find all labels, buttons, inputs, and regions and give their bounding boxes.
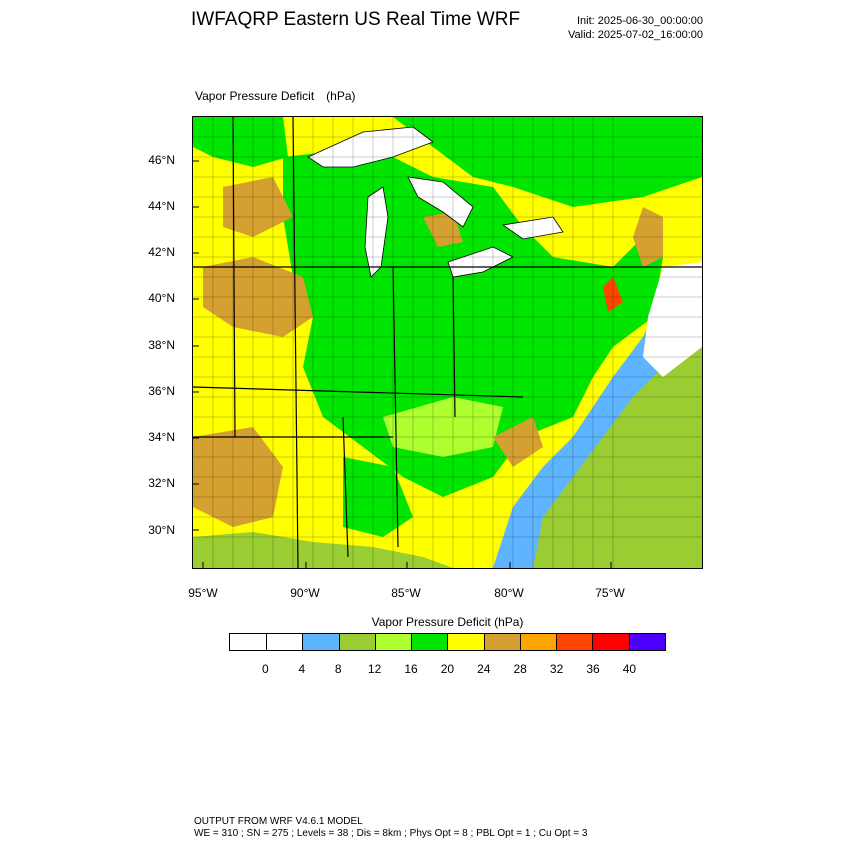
- lat-label-36: 36°N: [148, 384, 175, 398]
- colorbar-tick-label: 12: [367, 662, 382, 676]
- model-info: OUTPUT FROM WRF V4.6.1 MODEL WE = 310 ; …: [194, 816, 587, 840]
- colorbar-tick-label: 0: [262, 662, 269, 676]
- run-times: Init: 2025-06-30_00:00:00 Valid: 2025-07…: [568, 14, 703, 42]
- colorbar-box: [483, 634, 520, 650]
- colorbar-tick-label: 36: [586, 662, 600, 676]
- colorbar-tick-label: 8: [334, 662, 342, 676]
- hotspot-north: [223, 177, 293, 237]
- lat-label-34: 34°N: [148, 430, 175, 444]
- canada-green: [393, 117, 702, 207]
- colorbar-tick-label: 40: [622, 662, 637, 676]
- colorbar: [229, 633, 666, 651]
- colorbar-tick-label: 16: [404, 662, 418, 676]
- colorbar-box: [338, 634, 375, 650]
- colorbar-box: [447, 634, 484, 650]
- colorbar-box: [519, 634, 557, 650]
- lat-label-44: 44°N: [148, 199, 175, 213]
- valid-time: Valid: 2025-07-02_16:00:00: [568, 29, 703, 41]
- colorbar-box: [628, 634, 665, 650]
- lat-label-32: 32°N: [148, 476, 175, 490]
- colorbar-box: [302, 634, 339, 650]
- colorbar-box: [556, 634, 593, 650]
- colorbar-box: [374, 634, 412, 650]
- model-info-line2: WE = 310 ; SN = 275 ; Levels = 38 ; Dis …: [194, 828, 588, 839]
- lat-label-40: 40°N: [148, 291, 175, 305]
- map-panel: [192, 116, 703, 569]
- field-units: (hPa): [326, 89, 356, 103]
- colorbar-box: [411, 634, 448, 650]
- field-label: Vapor Pressure Deficit (hPa): [195, 89, 356, 103]
- lake-erie: [447, 246, 514, 278]
- colorbar-tick-label: 28: [513, 662, 527, 676]
- ocean-white: [643, 262, 702, 377]
- gulf-green: [193, 532, 453, 568]
- colorbar-tick-label: 20: [440, 662, 455, 676]
- lat-label-42: 42°N: [148, 245, 175, 259]
- lon-label-75: 75°W: [595, 586, 625, 600]
- colorbar-tick-label: 24: [477, 662, 491, 676]
- colorbar-box: [592, 634, 629, 650]
- model-info-line1: OUTPUT FROM WRF V4.6.1 MODEL: [194, 816, 363, 827]
- lon-label-90: 90°W: [290, 586, 320, 600]
- colorbar-tick-label: 4: [298, 662, 306, 676]
- field-name: Vapor Pressure Deficit: [195, 89, 315, 103]
- nw-green: [193, 117, 288, 167]
- colorbar-box: [230, 634, 267, 650]
- vpd-map: [193, 117, 702, 568]
- axis-ticks: [193, 160, 612, 568]
- lon-label-80: 80°W: [494, 586, 524, 600]
- colorbar-title: Vapor Pressure Deficit (hPa): [371, 615, 524, 629]
- lat-label-46: 46°N: [148, 153, 175, 167]
- lon-label-85: 85°W: [391, 586, 421, 600]
- colorbar-box: [266, 634, 303, 650]
- lat-label-30: 30°N: [148, 523, 175, 537]
- colorbar-tick-label: 32: [549, 662, 564, 676]
- plot-title: IWFAQRP Eastern US Real Time WRF: [191, 9, 521, 30]
- lat-label-38: 38°N: [148, 338, 175, 352]
- county-lines: [193, 117, 702, 568]
- init-time: Init: 2025-06-30_00:00:00: [577, 15, 703, 27]
- lon-label-95: 95°W: [188, 586, 218, 600]
- hotspot-carolina: [493, 417, 543, 467]
